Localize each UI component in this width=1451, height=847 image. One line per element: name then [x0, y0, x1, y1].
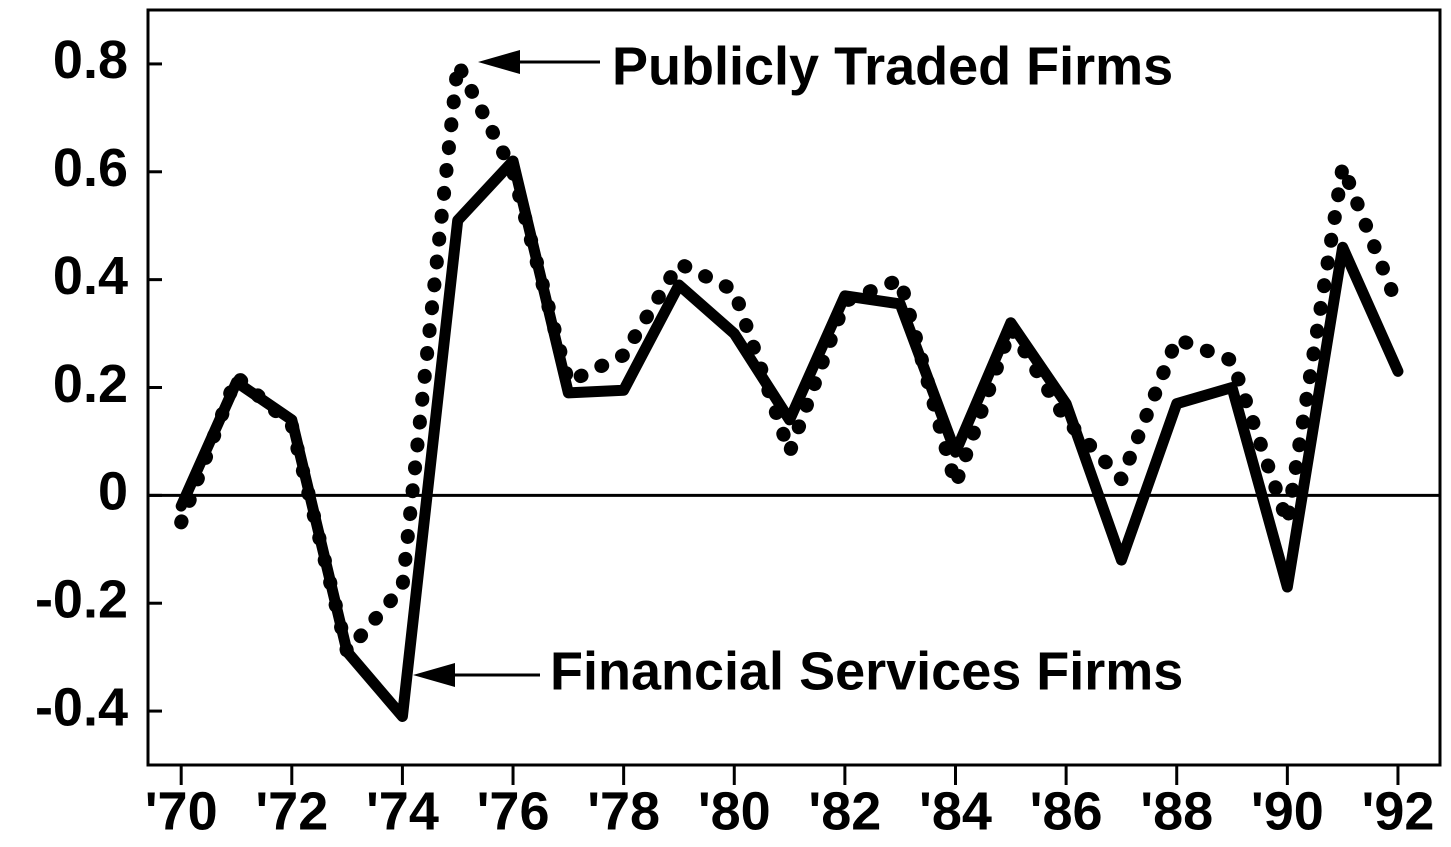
- series-annotation: Publicly Traded Firms: [612, 36, 1173, 96]
- y-tick-label: 0: [98, 462, 128, 522]
- series-line: [174, 56, 1405, 659]
- x-tick-label: '80: [698, 781, 771, 841]
- x-tick-label: '88: [1140, 781, 1213, 841]
- y-tick-label: -0.2: [35, 569, 128, 629]
- x-tick-label: '84: [919, 781, 992, 841]
- x-tick-label: '82: [808, 781, 881, 841]
- annotation-arrowhead: [413, 663, 455, 687]
- y-tick-label: -0.4: [35, 677, 128, 737]
- series-annotation: Financial Services Firms: [550, 641, 1183, 701]
- x-tick-label: '86: [1030, 781, 1103, 841]
- y-tick-label: 0.4: [53, 246, 128, 306]
- x-tick-label: '72: [255, 781, 328, 841]
- x-tick-label: '92: [1362, 781, 1435, 841]
- x-tick-label: '74: [366, 781, 439, 841]
- annotation-arrowhead: [478, 50, 520, 74]
- y-tick-label: 0.6: [53, 138, 128, 198]
- x-tick-label: '90: [1251, 781, 1324, 841]
- x-tick-label: '70: [145, 781, 218, 841]
- x-tick-label: '78: [587, 781, 660, 841]
- series-line: [175, 155, 1404, 722]
- y-tick-label: 0.2: [53, 354, 128, 414]
- x-tick-label: '76: [477, 781, 550, 841]
- y-tick-label: 0.8: [53, 30, 128, 90]
